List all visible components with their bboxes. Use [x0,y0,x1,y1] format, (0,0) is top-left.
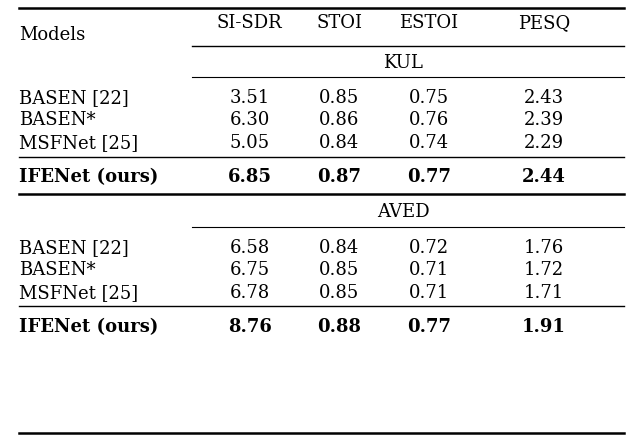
Text: 2.43: 2.43 [524,89,564,107]
Text: Models: Models [19,26,86,44]
Text: 8.76: 8.76 [228,318,271,336]
Text: 0.76: 0.76 [409,112,449,129]
Text: BASEN [22]: BASEN [22] [19,89,129,107]
Text: 1.91: 1.91 [522,318,566,336]
Text: 0.72: 0.72 [409,239,449,257]
Text: IFENet (ours): IFENet (ours) [19,318,159,336]
Text: 0.77: 0.77 [407,318,451,336]
Text: BASEN*: BASEN* [19,262,96,279]
Text: 0.77: 0.77 [407,168,451,186]
Text: 2.29: 2.29 [524,134,564,152]
Text: SI-SDR: SI-SDR [217,14,282,32]
Text: 1.76: 1.76 [524,239,564,257]
Text: 6.75: 6.75 [230,262,269,279]
Text: MSFNet [25]: MSFNet [25] [19,284,138,302]
Text: 0.74: 0.74 [409,134,449,152]
Text: 5.05: 5.05 [230,134,269,152]
Text: 0.85: 0.85 [319,284,359,302]
Text: 3.51: 3.51 [230,89,269,107]
Text: BASEN [22]: BASEN [22] [19,239,129,257]
Text: 2.39: 2.39 [524,112,564,129]
Text: 0.71: 0.71 [409,262,449,279]
Text: ESTOI: ESTOI [399,14,458,32]
Text: 1.71: 1.71 [524,284,564,302]
Text: 0.84: 0.84 [319,239,359,257]
Text: 0.86: 0.86 [319,112,360,129]
Text: 0.71: 0.71 [409,284,449,302]
Text: BASEN*: BASEN* [19,112,96,129]
Text: 0.85: 0.85 [319,262,359,279]
Text: 6.85: 6.85 [228,168,271,186]
Text: MSFNet [25]: MSFNet [25] [19,134,138,152]
Text: PESQ: PESQ [518,14,570,32]
Text: 6.58: 6.58 [230,239,269,257]
Text: 0.87: 0.87 [317,168,361,186]
Text: 6.30: 6.30 [229,112,270,129]
Text: KUL: KUL [383,54,423,71]
Text: 0.75: 0.75 [409,89,449,107]
Text: 2.44: 2.44 [522,168,566,186]
Text: 0.85: 0.85 [319,89,359,107]
Text: 0.88: 0.88 [317,318,361,336]
Text: 6.78: 6.78 [230,284,269,302]
Text: 0.84: 0.84 [319,134,359,152]
Text: 1.72: 1.72 [524,262,564,279]
Text: IFENet (ours): IFENet (ours) [19,168,159,186]
Text: AVED: AVED [377,203,429,220]
Text: STOI: STOI [316,14,362,32]
